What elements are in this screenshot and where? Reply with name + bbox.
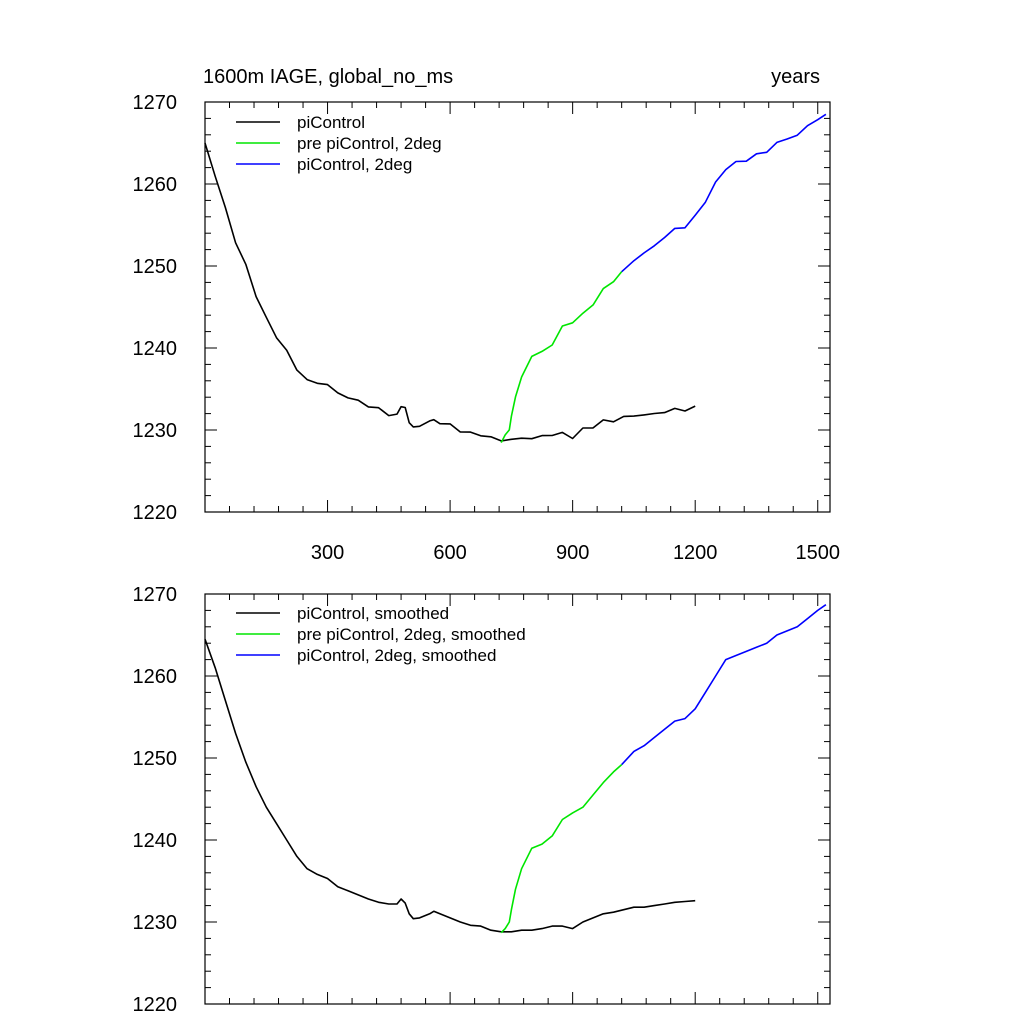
- series-line-picontrol-smoothed: [204, 638, 696, 933]
- x-tick-label: 1200: [673, 542, 718, 564]
- y-tick-label: 1260: [133, 174, 178, 196]
- legend-label: pre piControl, 2deg, smoothed: [297, 625, 526, 644]
- top-panel: 1220 1230 1240 1250 1260 1270 300 600 900 1200 150…: [133, 92, 840, 564]
- legend-label: piControl: [297, 113, 365, 132]
- plot-frame: [204, 593, 831, 1005]
- legend-label: piControl, smoothed: [297, 604, 449, 623]
- series-line-picontrol: [204, 142, 696, 442]
- legend-label: piControl, 2deg, smoothed: [297, 646, 496, 665]
- y-tick-label: 1260: [133, 666, 178, 688]
- x-tick-label: 900: [556, 542, 589, 564]
- x-tick-label: 300: [311, 542, 344, 564]
- chart-title-right: years: [771, 66, 820, 88]
- y-tick-label: 1250: [133, 256, 178, 278]
- legend-label: pre piControl, 2deg: [297, 134, 442, 153]
- y-tick-label: 1250: [133, 748, 178, 770]
- bottom-panel: 1220 1230 1240 1250 1260 1270 piControl, smoot…: [133, 584, 831, 1016]
- y-tick-label: 1240: [133, 830, 178, 852]
- y-tick-label: 1270: [133, 584, 178, 606]
- x-tick-label: 1500: [795, 542, 840, 564]
- y-tick-label: 1220: [133, 502, 178, 524]
- plot-frame: [204, 101, 831, 513]
- y-tick-label: 1270: [133, 92, 178, 114]
- legend-label: piControl, 2deg: [297, 155, 412, 174]
- y-tick-label: 1220: [133, 994, 178, 1016]
- y-tick-label: 1230: [133, 912, 178, 934]
- x-tick-label: 600: [433, 542, 466, 564]
- series-line-picontrol-2deg: [621, 113, 827, 273]
- series-line-pre-picontrol-2deg-smoothed: [500, 764, 623, 934]
- series-line-pre-picontrol-2deg: [500, 271, 623, 443]
- chart-title-left: 1600m IAGE, global_no_ms: [203, 66, 453, 88]
- series-line-picontrol-2deg-smoothed: [621, 604, 827, 766]
- y-tick-label: 1230: [133, 420, 178, 442]
- y-tick-label: 1240: [133, 338, 178, 360]
